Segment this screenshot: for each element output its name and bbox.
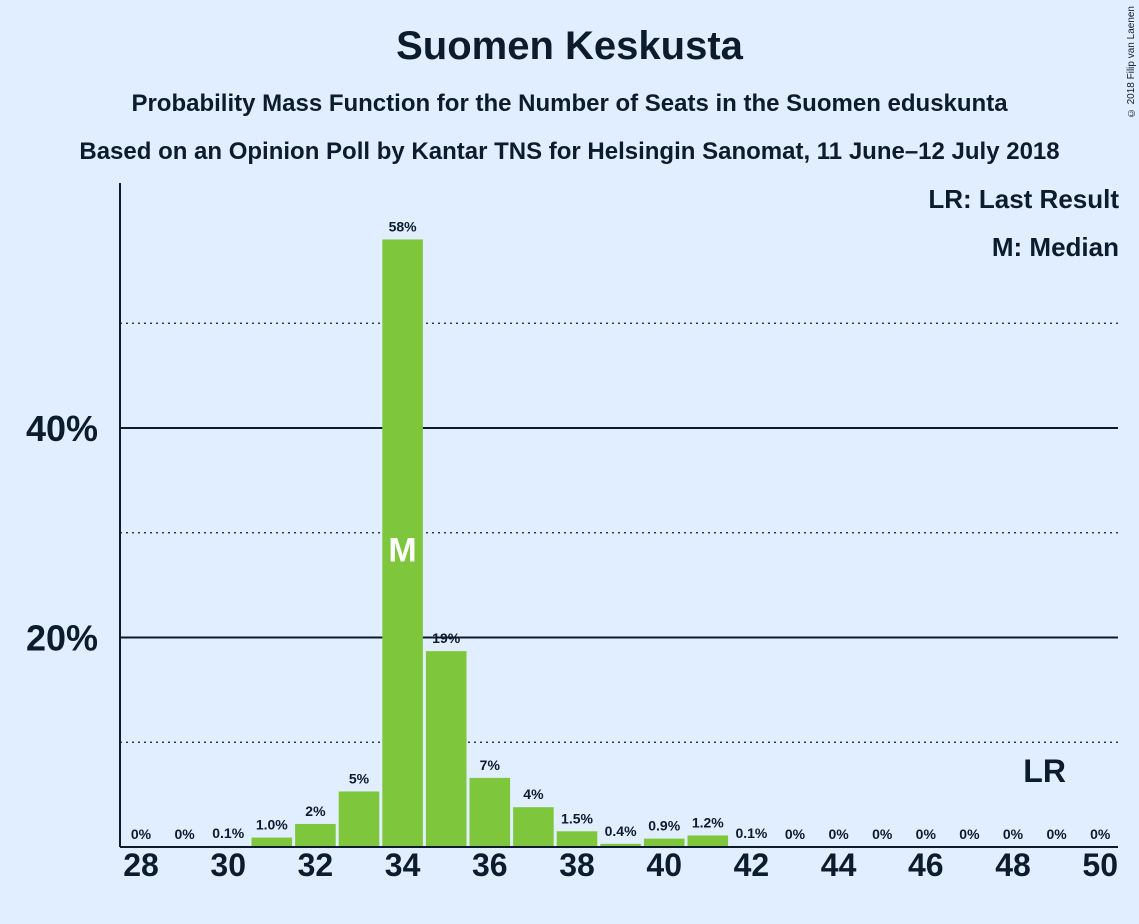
x-tick-label: 44: [821, 847, 857, 883]
data-label: 1.5%: [561, 810, 593, 826]
data-label: 0%: [1003, 826, 1024, 842]
x-tick-label: 40: [646, 847, 682, 883]
x-tick-label: 28: [123, 847, 159, 883]
data-label: 5%: [349, 770, 370, 786]
data-label: 0%: [785, 826, 806, 842]
data-label: 2%: [305, 803, 326, 819]
data-label: 58%: [389, 218, 418, 234]
data-label: 0%: [174, 826, 195, 842]
x-tick-label: 46: [908, 847, 944, 883]
bar: [513, 807, 554, 847]
bar: [251, 837, 293, 847]
legend-median: M: Median: [991, 232, 1119, 262]
data-label: 0%: [828, 826, 849, 842]
x-tick-label: 48: [995, 847, 1031, 883]
y-tick-label: 20%: [26, 618, 98, 659]
data-label: 0%: [1090, 826, 1111, 842]
bar: [382, 239, 423, 847]
last-result-marker: LR: [1023, 753, 1066, 789]
data-label: 0%: [959, 826, 980, 842]
data-label: 1.0%: [256, 817, 288, 833]
data-label: 0.4%: [605, 823, 637, 839]
x-tick-label: 42: [734, 847, 770, 883]
chart-source-note: Based on an Opinion Poll by Kantar TNS f…: [79, 138, 1060, 165]
data-label: 4%: [523, 786, 544, 802]
bar: [687, 835, 729, 847]
data-label: 0.1%: [735, 825, 767, 841]
bar: [425, 651, 467, 847]
data-label: 0%: [872, 826, 893, 842]
bar: [469, 777, 511, 847]
bar: [338, 791, 380, 847]
data-label: 0.9%: [648, 818, 680, 834]
x-tick-label: 34: [385, 847, 421, 883]
data-label: 19%: [432, 630, 461, 646]
chart-subtitle: Probability Mass Function for the Number…: [131, 90, 1008, 117]
x-tick-label: 32: [298, 847, 334, 883]
bar: [556, 831, 598, 847]
data-label: 0.1%: [212, 825, 244, 841]
chart-title: Suomen Keskusta: [396, 24, 743, 68]
data-label: 0%: [1046, 826, 1067, 842]
bar: [643, 838, 685, 847]
data-label: 1.2%: [692, 814, 724, 830]
y-tick-label: 40%: [26, 408, 98, 449]
x-tick-label: 36: [472, 847, 508, 883]
median-marker: M: [388, 531, 416, 569]
x-tick-label: 38: [559, 847, 595, 883]
data-label: 0%: [916, 826, 937, 842]
bar: [295, 823, 336, 847]
legend-last-result: LR: Last Result: [928, 184, 1119, 214]
bar: [600, 843, 641, 847]
data-label: 7%: [480, 757, 501, 773]
data-label: 0%: [131, 826, 152, 842]
x-tick-label: 30: [210, 847, 246, 883]
x-tick-label: 50: [1082, 847, 1118, 883]
